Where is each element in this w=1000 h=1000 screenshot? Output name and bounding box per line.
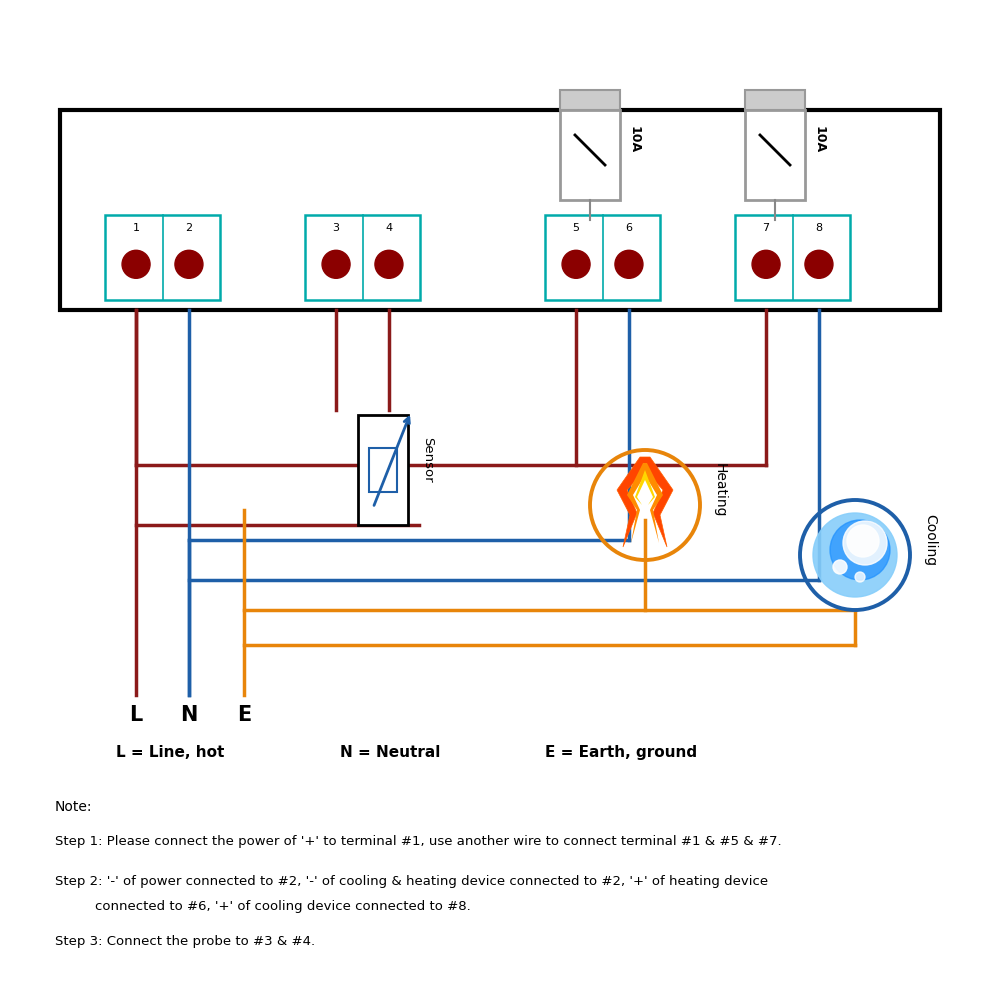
Text: L = Line, hot: L = Line, hot bbox=[116, 745, 224, 760]
Circle shape bbox=[855, 572, 865, 582]
Circle shape bbox=[813, 513, 897, 597]
Polygon shape bbox=[627, 463, 663, 543]
Text: L: L bbox=[129, 705, 143, 725]
Bar bbox=[735, 215, 850, 300]
Text: 10A: 10A bbox=[813, 126, 826, 154]
Polygon shape bbox=[617, 457, 673, 547]
Text: N = Neutral: N = Neutral bbox=[340, 745, 440, 760]
Text: Step 2: '-' of power connected to #2, '-' of cooling & heating device connected : Step 2: '-' of power connected to #2, '-… bbox=[55, 875, 768, 888]
Circle shape bbox=[847, 525, 879, 557]
Bar bbox=[369, 448, 397, 492]
Text: 6: 6 bbox=[625, 223, 632, 233]
Text: 10A: 10A bbox=[628, 126, 641, 154]
Text: 2: 2 bbox=[185, 223, 193, 233]
Bar bbox=[745, 110, 805, 200]
Circle shape bbox=[833, 560, 847, 574]
Polygon shape bbox=[635, 470, 655, 535]
Text: connected to #6, '+' of cooling device connected to #8.: connected to #6, '+' of cooling device c… bbox=[95, 900, 471, 913]
Circle shape bbox=[562, 250, 590, 278]
Circle shape bbox=[175, 250, 203, 278]
Text: Cooling: Cooling bbox=[923, 514, 937, 566]
Text: Step 3: Connect the probe to #3 & #4.: Step 3: Connect the probe to #3 & #4. bbox=[55, 935, 315, 948]
Bar bbox=[560, 90, 620, 110]
Text: 1: 1 bbox=[133, 223, 140, 233]
Bar bbox=[358, 415, 408, 525]
Text: Sensor: Sensor bbox=[421, 437, 434, 483]
Circle shape bbox=[122, 250, 150, 278]
Circle shape bbox=[752, 250, 780, 278]
Text: E = Earth, ground: E = Earth, ground bbox=[545, 745, 697, 760]
Circle shape bbox=[843, 521, 887, 565]
Text: Note:: Note: bbox=[55, 800, 92, 814]
Circle shape bbox=[805, 250, 833, 278]
Text: E: E bbox=[237, 705, 251, 725]
Circle shape bbox=[322, 250, 350, 278]
Circle shape bbox=[830, 520, 890, 580]
Bar bbox=[60, 110, 940, 310]
Bar bbox=[745, 90, 805, 110]
Bar bbox=[545, 215, 660, 300]
Text: N: N bbox=[180, 705, 198, 725]
Text: 4: 4 bbox=[385, 223, 393, 233]
Circle shape bbox=[375, 250, 403, 278]
Circle shape bbox=[615, 250, 643, 278]
Text: 3: 3 bbox=[333, 223, 340, 233]
Bar bbox=[105, 215, 220, 300]
Text: Heating: Heating bbox=[713, 463, 727, 517]
Text: 8: 8 bbox=[815, 223, 823, 233]
Bar bbox=[560, 110, 620, 200]
Bar bbox=[305, 215, 420, 300]
Text: 5: 5 bbox=[573, 223, 580, 233]
Text: Step 1: Please connect the power of '+' to terminal #1, use another wire to conn: Step 1: Please connect the power of '+' … bbox=[55, 835, 782, 848]
Text: 7: 7 bbox=[762, 223, 770, 233]
